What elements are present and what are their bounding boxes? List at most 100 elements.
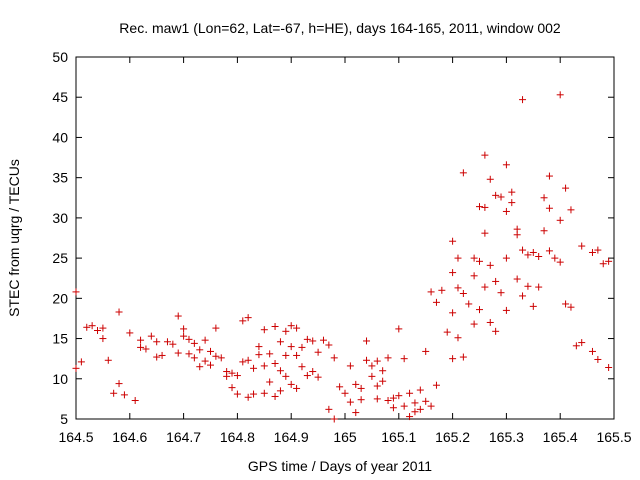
data-point [303,335,311,343]
data-point [605,364,613,372]
x-tick-label: 165.2 [435,429,470,445]
data-point [411,408,419,416]
data-point [287,343,295,351]
data-point [99,335,107,343]
data-point [255,351,263,359]
y-tick-label: 35 [52,170,68,186]
data-point [572,342,580,350]
data-point [260,389,268,397]
x-tick-label: 164.5 [58,429,93,445]
data-point [486,175,494,183]
data-point [411,399,419,407]
data-point [115,380,123,388]
data-point [244,314,252,322]
data-point [395,392,403,400]
x-tick-label: 165 [333,429,357,445]
data-point [319,336,327,344]
data-point [137,343,145,351]
data-point [239,358,247,366]
data-point [481,151,489,159]
data-point [293,384,301,392]
data-point [363,356,371,364]
data-point [276,387,284,395]
data-point [77,358,85,366]
data-point [465,300,473,308]
data-point [545,172,553,180]
data-point [373,357,381,365]
data-point [416,386,424,394]
y-tick-label: 45 [52,89,68,105]
data-point [497,289,505,297]
data-point [427,288,435,296]
data-point [357,396,365,404]
data-point [266,350,274,358]
data-point [588,347,596,355]
data-point [389,404,397,412]
data-point [519,96,527,104]
data-point [519,246,527,254]
data-point [497,193,505,201]
data-point [400,402,408,410]
axis-ticks: 164.5 164.6 164.7 164.8 164.9 165 165.1 165.2 16… [52,49,631,445]
data-point [137,336,145,344]
data-point [556,91,564,99]
data-point [476,203,483,211]
data-point [244,356,252,364]
data-point [104,356,112,364]
data-point [578,339,586,347]
data-point [519,292,527,300]
data-point [594,355,602,363]
data-point [336,383,344,391]
data-point [599,260,607,268]
data-point [454,334,462,342]
data-point [562,300,570,308]
data-point [309,368,317,376]
data-point [384,354,392,362]
data-point [454,254,462,262]
data-point [190,339,198,347]
data-point [368,372,376,380]
y-tick-label: 40 [52,129,68,145]
data-point [416,405,424,413]
data-points [72,91,613,423]
data-point [126,329,134,337]
data-point [72,288,80,296]
y-tick-label: 20 [52,290,68,306]
data-point [481,283,489,291]
data-point [314,373,322,381]
data-point [406,413,414,421]
data-point [120,391,128,399]
data-point [459,290,467,298]
data-point [266,378,274,386]
data-point [373,395,381,403]
data-point [325,405,333,413]
chart-title: Rec. maw1 (Lon=62, Lat=-67, h=HE), days … [119,20,561,36]
data-point [373,382,381,390]
data-point [492,191,500,199]
data-point [293,351,301,359]
data-point [158,351,166,359]
data-point [492,327,500,335]
data-point [298,363,306,371]
y-tick-label: 15 [52,331,68,347]
x-tick-label: 165.1 [381,429,416,445]
data-point [540,194,548,202]
y-axis-label: STEC from uqrg / TECUs [6,159,22,317]
data-point [330,354,338,362]
data-point [535,283,543,291]
x-tick-label: 164.6 [112,429,147,445]
data-point [449,309,457,317]
data-point [459,169,467,177]
x-tick-label: 165.5 [596,429,631,445]
data-point [346,362,354,370]
data-point [94,327,102,335]
data-point [207,347,214,355]
data-point [578,242,586,250]
data-point [486,261,494,269]
data-point [88,322,96,330]
data-point [196,346,204,354]
x-tick-label: 165.4 [543,429,578,445]
data-point [207,361,214,369]
data-point [147,332,155,340]
